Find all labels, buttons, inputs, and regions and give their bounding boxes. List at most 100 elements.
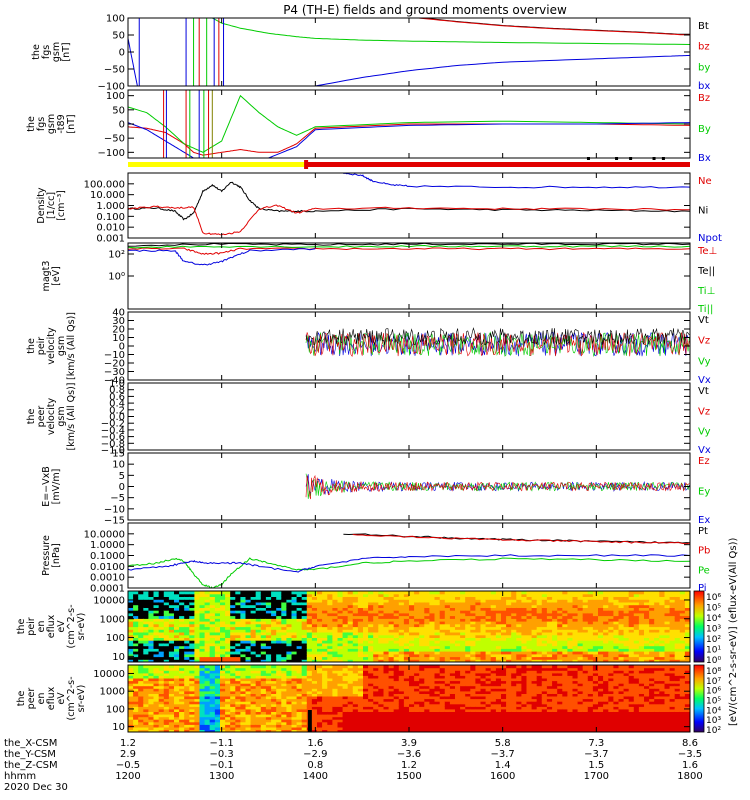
heatmap-cell (276, 653, 282, 658)
heatmap-cell (291, 721, 298, 725)
heatmap-cell (429, 634, 436, 638)
heatmap-cell (449, 601, 456, 606)
heatmap-cell (409, 724, 415, 728)
heatmap-cell (659, 648, 665, 652)
heatmap-cell (342, 648, 349, 652)
heatmap-cell (526, 623, 533, 628)
heatmap-cell (552, 642, 558, 647)
heatmap-cell (235, 698, 241, 702)
heatmap-cell (398, 726, 405, 730)
heatmap-cell (260, 714, 267, 718)
heatmap-cell (444, 629, 451, 633)
heatmap-cell (516, 612, 522, 617)
heatmap-cell (644, 645, 650, 649)
heatmap-cell (398, 626, 405, 630)
heatmap-cell (388, 675, 395, 679)
heatmap-cell (557, 626, 563, 630)
heatmap-cell (439, 698, 446, 702)
heatmap-cell (306, 604, 313, 608)
heatmap-cell (199, 659, 206, 662)
heatmap-cell (363, 685, 369, 689)
heatmap-cell (291, 591, 298, 595)
heatmap-cell (613, 648, 620, 652)
heatmap-cell (536, 593, 543, 597)
heatmap-cell (230, 615, 236, 619)
heatmap-cell (235, 607, 241, 611)
heatmap-cell (383, 714, 390, 718)
y-label-line: sr-eV) (76, 613, 87, 641)
heatmap-cell (495, 621, 502, 625)
heatmap-cell (143, 719, 149, 723)
heatmap-cell (133, 690, 139, 694)
heatmap-cell (230, 607, 236, 611)
heatmap-cell (301, 672, 308, 676)
heatmap-cell (409, 637, 415, 641)
heatmap-cell (449, 675, 456, 679)
heatmap-cell (260, 599, 267, 603)
heatmap-cell (225, 601, 231, 606)
heatmap-cell (158, 665, 165, 669)
heatmap-cell (168, 695, 175, 700)
heatmap-cell (260, 632, 267, 636)
heatmap-cell (429, 698, 436, 702)
heatmap-cell (209, 721, 216, 725)
heatmap-cell (449, 637, 456, 641)
heatmap-cell (501, 599, 507, 603)
heatmap-cell (133, 724, 139, 728)
heatmap-cell (664, 591, 671, 595)
heatmap-cell (546, 640, 553, 644)
heatmap-cell (296, 724, 303, 728)
heatmap-cell (342, 724, 349, 728)
legend-Bz: Bz (698, 93, 710, 104)
heatmap-cell (541, 618, 548, 622)
heatmap-cell (138, 626, 144, 630)
heatmap-cell (311, 685, 318, 689)
heatmap-cell (613, 621, 620, 625)
heatmap-cell (337, 701, 344, 705)
heatmap-cell (214, 708, 221, 712)
heatmap-cell (301, 607, 308, 611)
heatmap-cell (378, 680, 384, 684)
heatmap-cell (398, 688, 405, 692)
heatmap-cell (444, 672, 451, 676)
heatmap-cell (143, 596, 149, 600)
heatmap-cell (357, 714, 364, 718)
heatmap-cell (403, 708, 410, 712)
heatmap-cell (633, 651, 640, 655)
heatmap-cell (148, 659, 155, 662)
heatmap-cell (148, 680, 155, 684)
heatmap-cell (649, 629, 655, 633)
heatmap-cell (363, 711, 369, 715)
heatmap-cell (174, 656, 180, 660)
heatmap-cell (163, 604, 170, 608)
heatmap-cell (669, 593, 676, 597)
heatmap-cell (531, 599, 538, 603)
legend-Ti||: Ti|| (697, 304, 713, 315)
heatmap-cell (470, 596, 476, 600)
heatmap-cell (419, 726, 425, 730)
heatmap-cell (128, 593, 134, 597)
heatmap-cell (240, 721, 247, 725)
heatmap-cell (184, 688, 190, 692)
heatmap-cell (449, 719, 456, 723)
heatmap-cell (455, 680, 461, 684)
heatmap-cell (490, 607, 497, 611)
heatmap-cell (128, 623, 134, 628)
heatmap-cell (618, 601, 625, 606)
heatmap-cell (562, 618, 568, 622)
heatmap-cell (470, 626, 476, 630)
heatmap-cell (552, 632, 558, 636)
heatmap-cell (638, 591, 645, 595)
legend-bz: bz (698, 42, 710, 53)
heatmap-cell (577, 591, 584, 595)
heatmap-cell (669, 596, 676, 600)
heatmap-cell (684, 615, 690, 619)
heatmap-cell (531, 642, 538, 647)
heatmap-cell (455, 701, 461, 705)
heatmap-cell (393, 693, 400, 697)
heatmap-cell (557, 615, 563, 619)
heatmap-cell (291, 632, 298, 636)
heatmap-cell (332, 593, 339, 597)
heatmap-cell (209, 708, 216, 712)
heatmap-cell (327, 612, 333, 617)
